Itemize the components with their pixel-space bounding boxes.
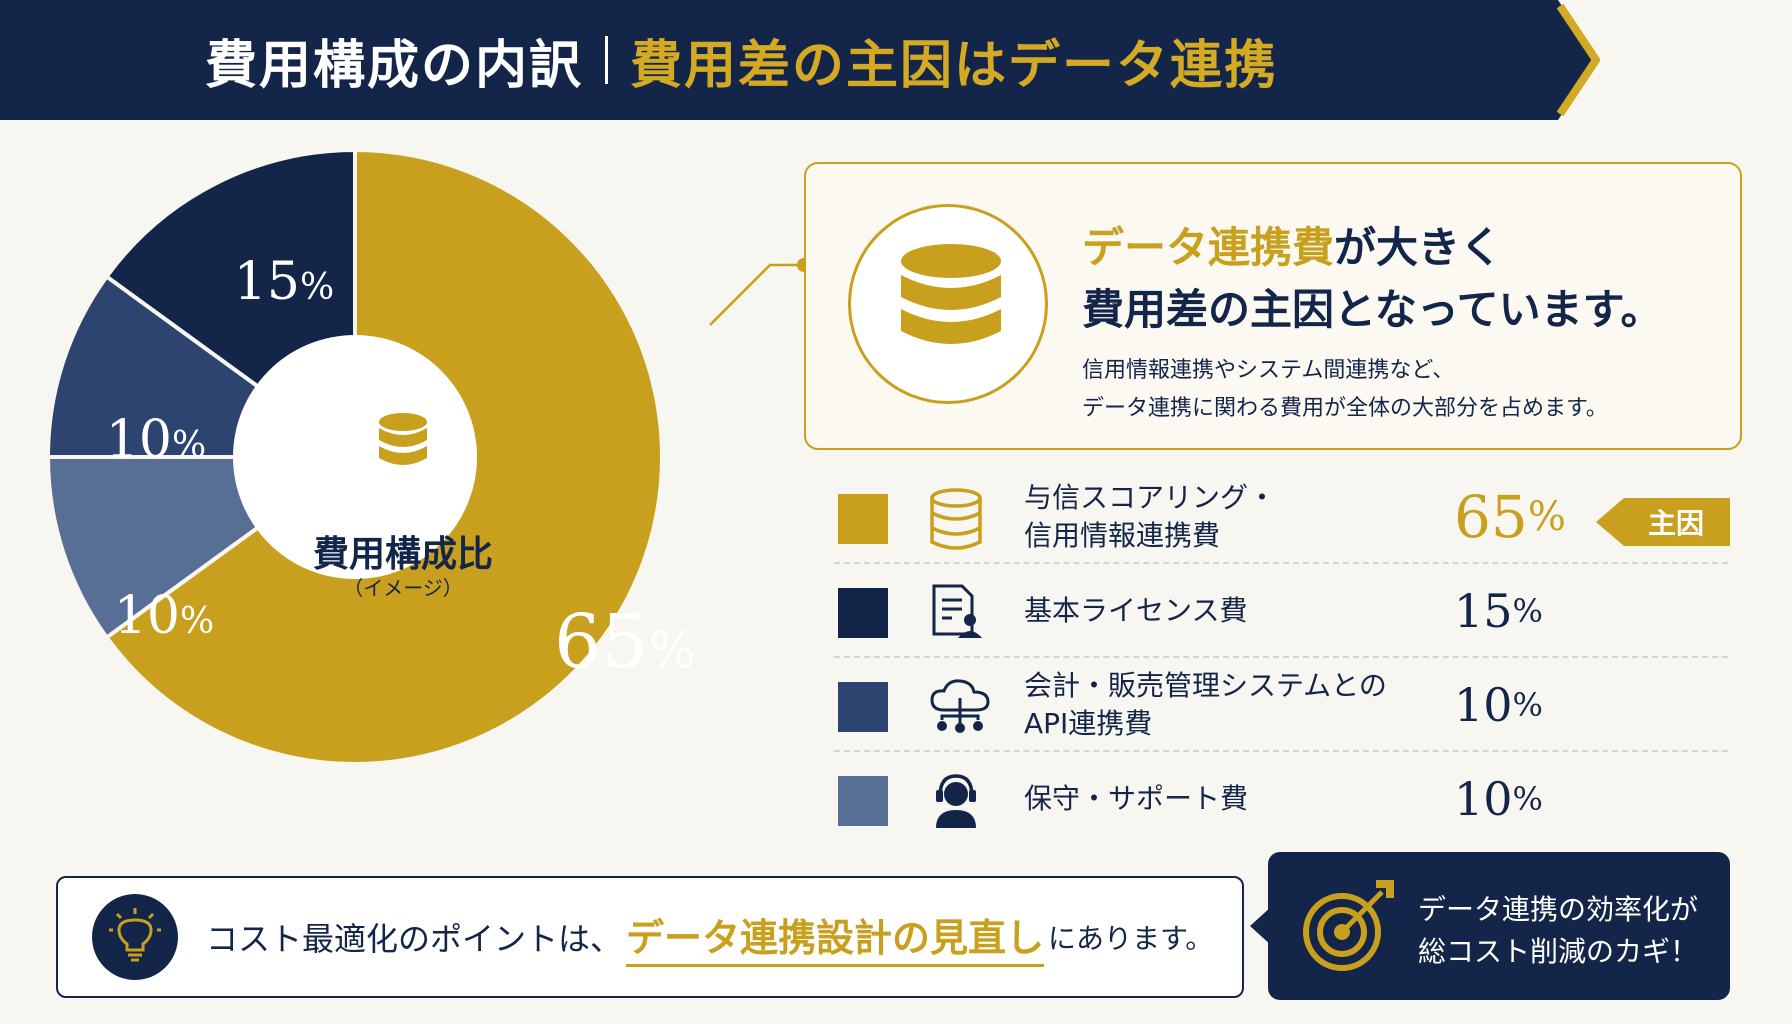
header-banner-shape [0,0,1600,120]
legend-label: 会計・販売管理システムとの API連携費 [1024,658,1387,752]
main-cause-badge-label: 主因 [1647,507,1704,540]
legend-swatch [838,682,888,732]
legend-value: 15% [1454,584,1543,638]
database-icon [901,244,1001,344]
pie-center-title: 費用構成比 [312,534,494,575]
key-message-box: データ連携の効率化が 総コスト削減のカギ！ [1268,852,1730,1000]
license-document-icon [928,582,984,646]
legend-label-line1: 与信スコアリング・ [1024,481,1277,514]
page-title: 費用構成の内訳 費用差の主因はデータ連携 [205,28,1278,96]
legend-label: 基本ライセンス費 [1024,564,1247,658]
lightbulb-icon [109,908,161,962]
pie-chart: 費用構成比 （イメージ） 65% 15% 10% 10% [40,150,780,870]
legend-label-line2: API連携費 [1024,707,1153,740]
callout-heading-rest: が大きく [1334,223,1503,272]
key-box-pointer [1250,906,1272,946]
callout-heading-line1: データ連携費が大きく [1082,214,1502,275]
lightbulb-icon-circle [92,894,178,980]
callout-body-line1: 信用情報連携やシステム間連携など、 [1082,358,1455,383]
callout-box: データ連携費が大きく 費用差の主因となっています。 信用情報連携やシステム間連携… [804,162,1742,450]
database-icon [377,412,429,480]
key-message-line2: 総コスト削減のカギ！ [1418,935,1699,968]
legend-label-line2: 信用情報連携費 [1024,519,1221,552]
callout-connector [709,258,810,326]
legend-swatch [838,776,888,826]
callout-heading-line2: 費用差の主因となっています。 [1082,285,1663,334]
legend-swatch [838,494,888,544]
bottom-text-after: にあります。 [1048,922,1214,955]
legend-value: 10% [1454,678,1543,732]
legend-row: 保守・サポート費 10% [834,752,1728,846]
pie-slice-label-3: 10% [113,586,215,646]
legend-value: 10% [1454,772,1543,826]
legend-value: 65% [1454,483,1566,551]
pie-center-hole [233,335,477,579]
legend-label-line1: 会計・販売管理システムとの [1024,669,1387,702]
legend-label: 保守・サポート費 [1024,752,1248,846]
key-message-line1: データ連携の効率化が [1418,893,1699,926]
database-icon [928,488,984,556]
legend-label-line1: 保守・サポート費 [1024,782,1249,815]
cloud-network-icon [928,676,992,740]
title-right: 費用差の主因はデータ連携 [630,35,1279,96]
bottom-message: コスト最適化のポイントは、 データ連携設計の見直し にあります。 [206,878,1213,996]
pie-slice-label-2: 10% [105,410,207,470]
header-banner: 費用構成の内訳 費用差の主因はデータ連携 [0,0,1600,120]
bottom-text-before: コスト最適化のポイントは、 [206,920,623,958]
bottom-text-highlight: データ連携設計の見直し [626,907,1045,967]
title-divider [605,36,609,84]
pie-slice-label-0: 65% [554,599,696,685]
pie-center-subtitle: （イメージ） [343,576,463,600]
target-icon [1298,876,1398,980]
legend-label: 与信スコアリング・ 信用情報連携費 [1024,470,1276,564]
pie-chart-svg [45,150,664,766]
callout-body-line2: データ連携に関わる費用が全体の大部分を占めます。 [1082,396,1608,421]
legend-swatch [838,588,888,638]
headset-support-icon [928,770,984,834]
legend-row: 与信スコアリング・ 信用情報連携費 65% 主因 [834,470,1730,564]
chart-legend: 与信スコアリング・ 信用情報連携費 65% 主因 [834,470,1730,846]
callout-heading-highlight: データ連携費 [1082,223,1335,272]
legend-row: 基本ライセンス費 15% [834,564,1728,658]
title-left: 費用構成の内訳 [205,35,584,96]
legend-row: 会計・販売管理システムとの API連携費 10% [834,658,1728,752]
callout-icon-circle [848,204,1048,404]
bottom-message-box: コスト最適化のポイントは、 データ連携設計の見直し にあります。 [56,876,1244,998]
pie-slice-label-1: 15% [233,252,335,312]
legend-label-line1: 基本ライセンス費 [1024,594,1248,627]
main-cause-badge [1596,498,1730,546]
